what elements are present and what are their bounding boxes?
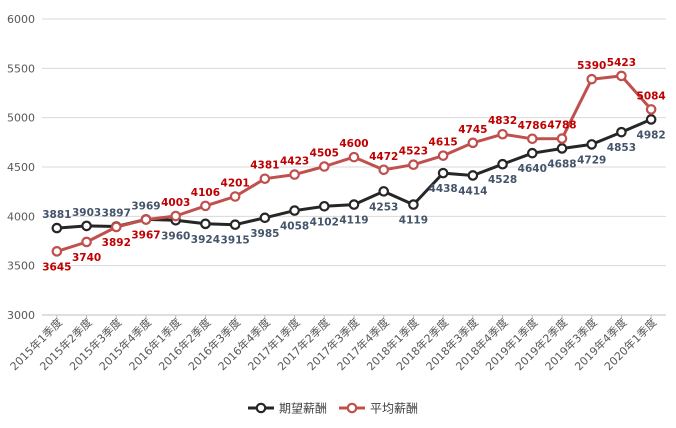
data-label: 4472 <box>369 151 398 163</box>
data-label: 3897 <box>102 207 131 219</box>
series-0-point <box>467 170 479 181</box>
series-1-point <box>408 159 419 171</box>
data-label: 4982 <box>637 129 666 141</box>
data-label: 4615 <box>429 137 458 149</box>
y-tick-label: 4000 <box>7 210 35 223</box>
data-label: 4600 <box>339 138 368 150</box>
series-0-point <box>437 167 449 179</box>
data-label: 4786 <box>518 120 547 132</box>
series-1-point <box>81 236 92 248</box>
data-label: 4381 <box>250 160 279 172</box>
series-1-point <box>110 221 122 233</box>
data-labels: 3881 3645 3903 3740 3897 3892 3969 3967 3960 4003… <box>42 57 666 273</box>
series-0-point <box>378 186 390 197</box>
y-tick-label: 3000 <box>7 309 35 322</box>
data-label: 4119 <box>399 215 428 227</box>
series-0-point <box>645 114 657 125</box>
data-label: 4438 <box>429 183 458 195</box>
series-0-point <box>259 212 271 224</box>
series-1-point <box>616 70 627 82</box>
legend-swatch-marker <box>255 402 267 414</box>
data-label: 3881 <box>42 209 71 221</box>
series-0-point <box>81 220 92 232</box>
series-0-point <box>348 199 360 210</box>
series-1-point <box>200 200 211 212</box>
data-label: 4745 <box>458 124 487 136</box>
series-0-point <box>497 158 508 170</box>
x-axis: 2015年1季度2015年2季度2015年3季度2015年4季度2016年1季度… <box>7 315 659 373</box>
data-label: 3924 <box>191 234 220 246</box>
series-0-point <box>200 218 211 230</box>
series-1-point <box>259 173 271 185</box>
data-label: 4688 <box>547 158 576 170</box>
data-label: 5423 <box>607 57 636 69</box>
series-1-point <box>497 128 508 140</box>
data-label: 4505 <box>310 148 339 160</box>
data-label: 4853 <box>607 142 636 154</box>
y-tick-label: 5500 <box>7 62 35 75</box>
data-label: 5084 <box>637 90 666 102</box>
series-1-point <box>140 214 152 225</box>
series-0-point <box>318 200 330 212</box>
data-label: 3967 <box>131 230 160 242</box>
data-label: 4528 <box>488 174 517 186</box>
series-1-point <box>51 246 63 257</box>
data-label: 4832 <box>488 115 517 127</box>
data-label: 3915 <box>221 235 250 247</box>
data-label: 3892 <box>102 237 131 249</box>
data-label: 3645 <box>42 261 71 273</box>
series-1-point <box>170 210 182 222</box>
series-1-point <box>467 137 479 149</box>
series-1-point <box>289 169 300 180</box>
data-label: 4788 <box>547 120 576 132</box>
series-1-point <box>378 164 390 176</box>
series-1-point <box>229 191 241 202</box>
data-label: 4003 <box>161 197 190 209</box>
series-1-point <box>526 133 538 145</box>
series-lines <box>51 70 657 257</box>
legend: 期望薪酬 平均薪酬 <box>248 402 418 416</box>
y-tick-label: 3500 <box>7 260 35 273</box>
series-1-point <box>318 161 330 172</box>
legend-label: 平均薪酬 <box>370 402 418 416</box>
series-1-point <box>556 133 568 144</box>
data-label: 4058 <box>280 221 309 233</box>
data-label: 4640 <box>518 163 547 175</box>
data-label: 4523 <box>399 146 428 158</box>
y-tick-label: 5000 <box>7 112 35 125</box>
data-label: 4106 <box>191 187 220 199</box>
legend-label: 期望薪酬 <box>279 402 327 416</box>
series-0-point <box>229 219 241 231</box>
data-label: 4102 <box>310 216 339 228</box>
data-label: 3960 <box>161 230 190 242</box>
y-axis: 3000 3500 4000 4500 5000 5500 6000 <box>7 13 35 322</box>
series-0-point <box>556 143 568 154</box>
series-0-point <box>586 139 598 150</box>
series-0-point <box>526 147 538 159</box>
data-label: 3903 <box>72 207 101 219</box>
series-0-point <box>289 205 300 216</box>
data-label: 4201 <box>221 178 250 190</box>
data-label: 4423 <box>280 156 309 168</box>
data-label: 5390 <box>577 60 606 72</box>
data-label: 3985 <box>250 228 279 240</box>
series-0-point <box>616 126 627 138</box>
legend-swatch-marker <box>346 402 358 414</box>
y-tick-label: 6000 <box>7 13 35 26</box>
series-0-point <box>408 199 419 210</box>
data-label: 3740 <box>72 252 101 264</box>
data-label: 4253 <box>369 201 398 213</box>
series-0-point <box>51 222 63 234</box>
data-label: 3969 <box>131 200 160 212</box>
series-1-point <box>437 150 449 161</box>
series-1-point <box>645 104 657 115</box>
data-label: 4729 <box>577 154 606 166</box>
data-label: 4414 <box>458 185 487 197</box>
data-label: 4119 <box>339 215 368 227</box>
series-1-point <box>348 151 360 163</box>
y-tick-label: 4500 <box>7 161 35 174</box>
series-1-point <box>586 73 598 85</box>
